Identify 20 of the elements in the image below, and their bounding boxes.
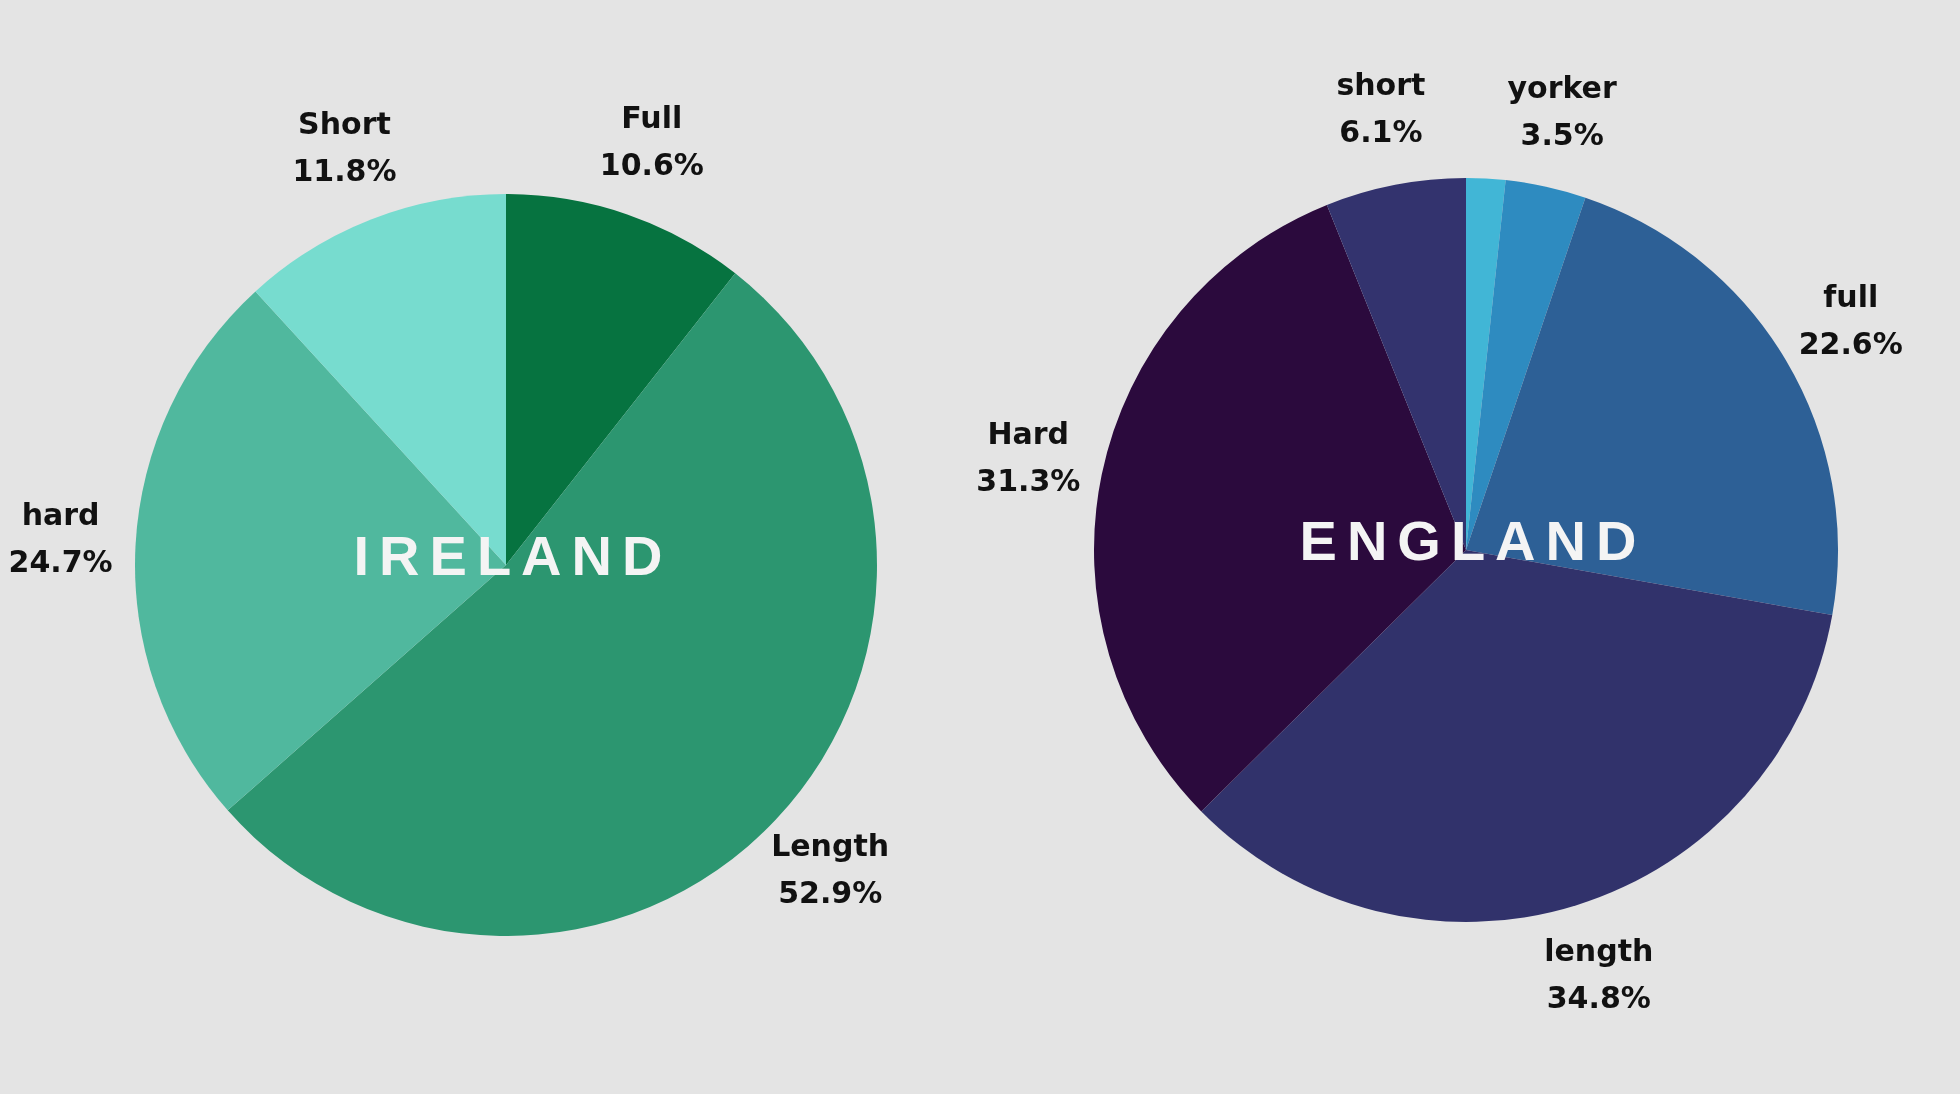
data-label: 10.6% (599, 146, 704, 182)
text: ENGLAND (1299, 509, 1647, 573)
data-label: 31.3% (976, 462, 1081, 498)
data-label: 22.6% (1798, 325, 1903, 361)
slice-label: hard (21, 497, 100, 533)
slice-label: Short (298, 105, 391, 141)
slice-label: Hard (987, 415, 1070, 451)
slice-label: full (1823, 278, 1879, 314)
data-label: 52.9% (778, 874, 883, 910)
data-label: 6.1% (1339, 114, 1423, 150)
slice-label: short (1336, 67, 1426, 103)
data-label: 34.8% (1546, 980, 1651, 1016)
data-label: 24.7% (8, 544, 113, 580)
text: IRELAND (353, 524, 673, 588)
slice-label: Full (621, 99, 683, 135)
data-label: 3.5% (1520, 116, 1604, 152)
slice-label: yorker (1507, 69, 1617, 105)
slice-label: Length (771, 827, 890, 863)
data-label: 11.8% (292, 152, 397, 188)
slice-label: length (1544, 933, 1654, 969)
